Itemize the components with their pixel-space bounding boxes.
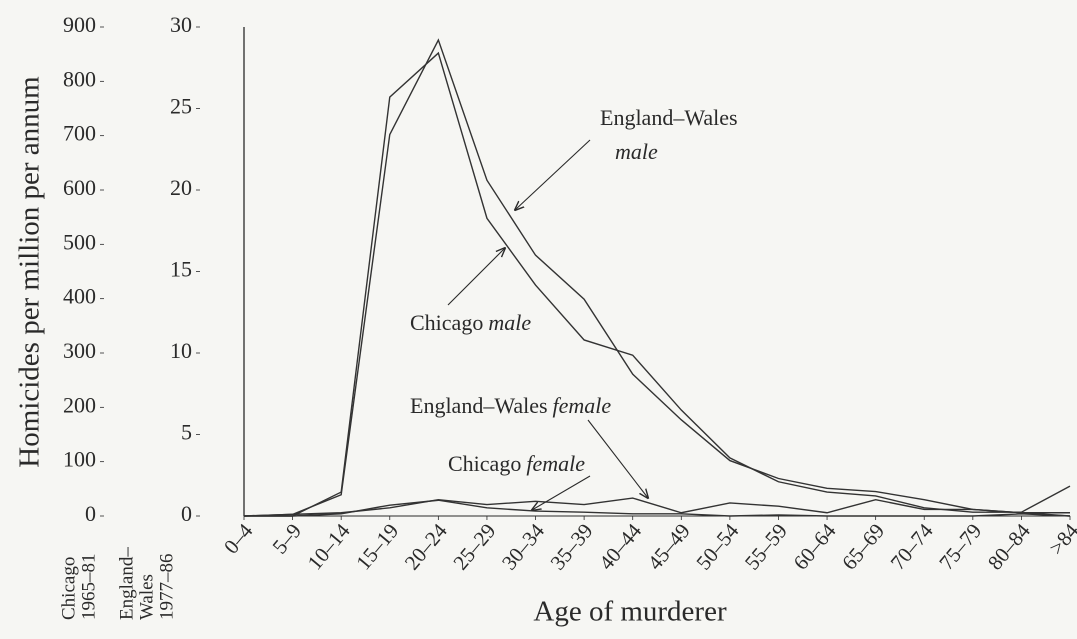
annotation-emphasis: male [615, 139, 658, 164]
y2-tick-label: 15 [170, 257, 192, 282]
x-tick-label: 50–54 [691, 518, 743, 574]
y-tick-label: 700 [63, 121, 96, 146]
x-tick-label: 60–64 [788, 518, 840, 574]
annotation: England–Wales female [410, 393, 611, 418]
y2-axis-caption: England– [116, 547, 137, 620]
y2-tick-label: 5 [181, 420, 192, 445]
x-tick-label: 20–24 [400, 518, 452, 574]
y2-tick-label: 0 [181, 501, 192, 526]
x-tick-label: 35–39 [546, 519, 598, 575]
x-tick-label: 5–9 [267, 519, 306, 559]
x-tick-label: >84 [1044, 518, 1077, 559]
x-tick-label: 15–19 [351, 519, 403, 575]
x-axis-title: Age of murderer [533, 596, 727, 628]
series-line [244, 499, 1071, 517]
annotation-arrow [532, 475, 591, 510]
annotation-arrow [515, 139, 591, 210]
y-tick-label: 900 [63, 12, 96, 37]
x-tick-label: 55–59 [740, 519, 792, 575]
annotation-emphasis: male [488, 310, 531, 335]
y-tick-label: 300 [63, 338, 96, 363]
y2-tick-label: 20 [170, 175, 192, 200]
annotation: Chicago female [448, 451, 585, 476]
annotation-arrow [587, 419, 648, 498]
x-tick-label: 40–44 [594, 518, 646, 574]
annotation-text: England–Wales [410, 393, 548, 418]
x-tick-label: 45–49 [643, 519, 695, 575]
x-tick-label: 70–74 [886, 518, 938, 574]
series-line [244, 51, 1071, 517]
y-tick-label: 100 [63, 447, 96, 472]
annotation-arrow [447, 248, 505, 306]
annotation-text: Chicago [448, 451, 521, 476]
y-tick-label: 200 [63, 392, 96, 417]
y-tick-label: 600 [63, 175, 96, 200]
y-axis-caption: 1965–81 [78, 554, 99, 621]
x-tick-label: 80–84 [983, 518, 1035, 574]
series-line [243, 38, 1071, 517]
y-axis-caption: Chicago [58, 557, 79, 620]
annotation-emphasis: female [553, 393, 612, 418]
y-tick-label: 500 [63, 229, 96, 254]
annotation: England–Wales [600, 105, 738, 130]
y2-tick-label: 10 [170, 338, 192, 363]
y2-tick-label: 30 [170, 12, 192, 37]
y2-axis-caption: 1977–86 [156, 554, 177, 621]
y-axis-title: Homicides per million per annum [14, 76, 46, 468]
y-tick-label: 800 [63, 66, 96, 91]
y-tick-label: 400 [63, 284, 96, 309]
y-tick-label: 0 [85, 501, 96, 526]
annotation: Chicago male [410, 310, 531, 335]
x-tick-label: 0–4 [219, 518, 258, 558]
x-tick-label: 30–34 [497, 518, 549, 574]
annotation-emphasis: female [526, 451, 585, 476]
x-tick-label: 75–79 [934, 519, 986, 575]
series-line [243, 497, 1070, 517]
x-tick-label: 25–29 [448, 519, 500, 575]
y2-axis-caption: Wales [136, 574, 157, 620]
x-tick-label: 65–69 [837, 519, 889, 575]
y2-tick-label: 25 [170, 94, 192, 119]
annotation-text: England–Wales [600, 105, 738, 130]
annotation-text: Chicago [410, 310, 483, 335]
x-tick-label: 10–14 [303, 518, 355, 574]
